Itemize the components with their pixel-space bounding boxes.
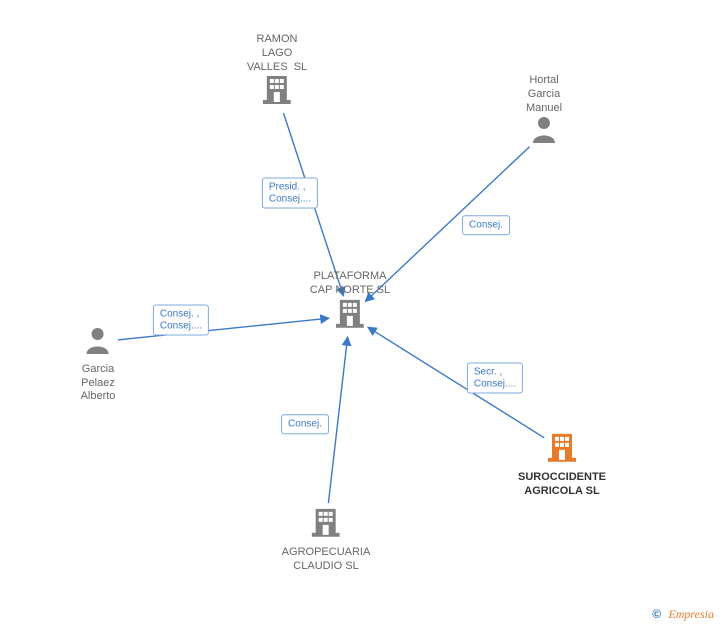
diagram-canvas <box>0 0 728 630</box>
edge-garcia-to-center <box>118 318 329 340</box>
credit-text: Empresia <box>668 607 714 621</box>
edge-ramon-to-center <box>284 113 344 296</box>
edge-agropecuaria-to-center <box>328 337 347 503</box>
edge-hortal-to-center <box>365 147 529 302</box>
edge-suroccidente-to-center <box>368 327 544 438</box>
copyright-symbol: © <box>652 607 661 621</box>
credit: © Empresia <box>652 607 714 622</box>
